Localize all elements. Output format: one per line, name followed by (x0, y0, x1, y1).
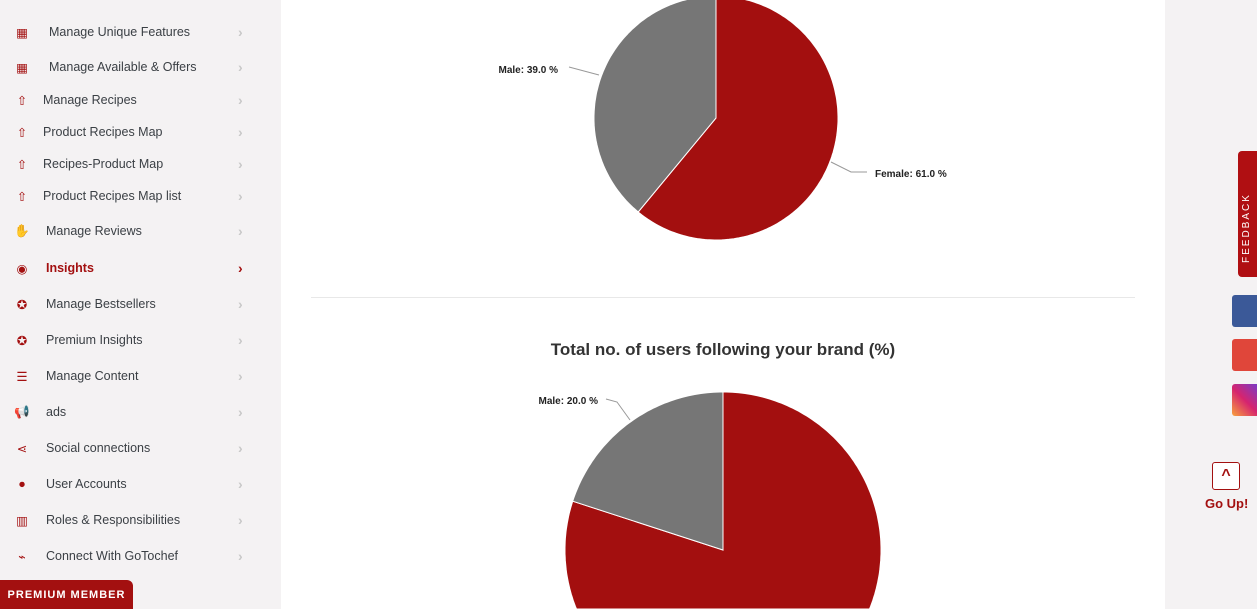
chart-title: Total no. of users following your brand … (550, 340, 896, 359)
chevron-right-icon: › (238, 59, 243, 75)
sidebar-item-label: Premium Insights (46, 333, 143, 347)
sidebar-item-label: Recipes-Product Map (43, 157, 164, 171)
connect-icon: ⌁ (18, 549, 26, 564)
star-circle-icon: ✪ (16, 333, 28, 348)
chevron-right-icon: › (238, 223, 243, 239)
megaphone-icon: 📢 (14, 404, 30, 419)
sidebar-item-label: Manage Unique Features (49, 25, 191, 39)
sidebar-item-product-recipes-map[interactable]: ⇧ Product Recipes Map › (0, 117, 260, 147)
pie-slice-male[interactable] (572, 391, 724, 551)
charts: Female: 61.0 % Male: 39.0 % Male: 20.0 % (499, 0, 947, 609)
upload-icon: ⇧ (16, 125, 28, 140)
label-connector (830, 161, 867, 173)
chevron-right-icon: › (238, 156, 243, 172)
sidebar-item-ads[interactable]: 📢 ads › (0, 397, 260, 427)
divider (311, 297, 1135, 298)
chevron-right-icon: › (238, 332, 243, 348)
grid-icon: ▦ (16, 60, 28, 75)
chevron-right-icon: › (238, 92, 243, 108)
share-icon: ⋖ (16, 441, 28, 456)
premium-member-badge[interactable]: PREMIUM MEMBER (0, 580, 133, 609)
feedback-label: FEEDBACK (1241, 193, 1252, 263)
label-connector (605, 398, 631, 421)
user-icon: ● (18, 477, 26, 491)
chevron-right-icon: › (238, 24, 243, 40)
sidebar-item-manage-content[interactable]: ☰ Manage Content › (0, 361, 260, 391)
label-connector (568, 66, 600, 76)
chevron-right-icon: › (238, 512, 243, 528)
chevron-right-icon: › (238, 476, 243, 492)
facebook-icon[interactable] (1232, 295, 1257, 327)
upload-icon: ⇧ (16, 189, 28, 204)
review-hand-icon: ✋ (14, 223, 30, 238)
sidebar-item-manage-available-offers[interactable]: ▦ Manage Available & Offers › (0, 52, 260, 82)
chevron-right-icon: › (238, 440, 243, 456)
chevron-right-icon: › (238, 548, 243, 564)
chevron-right-icon: › (238, 296, 243, 312)
sidebar-item-label: Manage Reviews (46, 224, 142, 238)
chevron-up-icon: ^ (1221, 467, 1231, 484)
sidebar: ▦ Manage Unique Features › ▦ Manage Availabl… (0, 0, 280, 609)
youtube-icon[interactable] (1232, 339, 1257, 371)
sidebar-item-social-connections[interactable]: ⋖ Social connections › (0, 433, 260, 463)
upload-icon: ⇧ (16, 93, 28, 108)
go-up-label[interactable]: Go Up! (1205, 496, 1249, 511)
sidebar-item-label: Manage Content (46, 369, 139, 383)
instagram-icon[interactable] (1232, 384, 1257, 416)
sidebar-item-label: Roles & Responsibilities (46, 513, 181, 527)
sidebar-item-label: Product Recipes Map list (43, 189, 182, 203)
pie-slice-female[interactable] (637, 0, 839, 241)
data-label: Female: 61.0 % (875, 169, 947, 180)
chevron-right-icon: › (238, 260, 243, 276)
sidebar-item-manage-bestsellers[interactable]: ✪ Manage Bestsellers › (0, 289, 260, 319)
sidebar-item-premium-insights[interactable]: ✪ Premium Insights › (0, 325, 260, 355)
sidebar-item-roles-responsibilities[interactable]: ▥ Roles & Responsibilities › (0, 505, 260, 535)
data-label: Male: 39.0 % (499, 65, 559, 76)
sidebar-item-manage-recipes[interactable]: ⇧ Manage Recipes › (0, 85, 260, 115)
data-label: Male: 20.0 % (539, 396, 599, 407)
sidebar-item-label: Connect With GoTochef (46, 549, 179, 563)
eye-icon: ◉ (16, 261, 28, 276)
sidebar-item-label: Product Recipes Map (43, 125, 163, 139)
chevron-right-icon: › (238, 368, 243, 384)
sidebar-item-recipes-product-map[interactable]: ⇧ Recipes-Product Map › (0, 149, 260, 179)
sidebar-item-label: ads (46, 405, 67, 419)
insights-panel: Female: 61.0 % Male: 39.0 % Male: 20.0 % T… (281, 0, 1165, 609)
go-up-button[interactable]: ^ (1212, 462, 1240, 490)
chevron-right-icon: › (238, 124, 243, 140)
sidebar-item-user-accounts[interactable]: ● User Accounts › (0, 469, 260, 499)
sidebar-item-product-recipes-map-list[interactable]: ⇧ Product Recipes Map list › (0, 181, 260, 211)
sidebar-item-label: Manage Bestsellers (46, 297, 156, 311)
chevron-right-icon: › (238, 188, 243, 204)
sidebar-item-label: Insights (46, 261, 94, 275)
grid-icon: ▦ (16, 25, 28, 40)
sidebar-item-label: Manage Recipes (43, 93, 137, 107)
sidebar-item-manage-reviews[interactable]: ✋ Manage Reviews › (0, 216, 260, 246)
pie-slice-male[interactable] (593, 0, 717, 213)
list-icon: ☰ (16, 369, 28, 384)
chevron-right-icon: › (238, 404, 243, 420)
building-icon: ▥ (16, 513, 28, 528)
sidebar-item-connect-with-gotochef[interactable]: ⌁ Connect With GoTochef › (0, 541, 260, 571)
sidebar-item-label: Social connections (46, 441, 151, 455)
sidebar-item-label: User Accounts (46, 477, 127, 491)
sidebar-item-label: Manage Available & Offers (49, 60, 197, 74)
sidebar-item-manage-unique-features[interactable]: ▦ Manage Unique Features › (0, 17, 260, 47)
sidebar-item-insights[interactable]: ◉ Insights › (0, 253, 260, 283)
feedback-tab[interactable]: FEEDBACK (1238, 151, 1257, 277)
badge-icon: ✪ (16, 297, 28, 312)
upload-icon: ⇧ (16, 157, 28, 172)
